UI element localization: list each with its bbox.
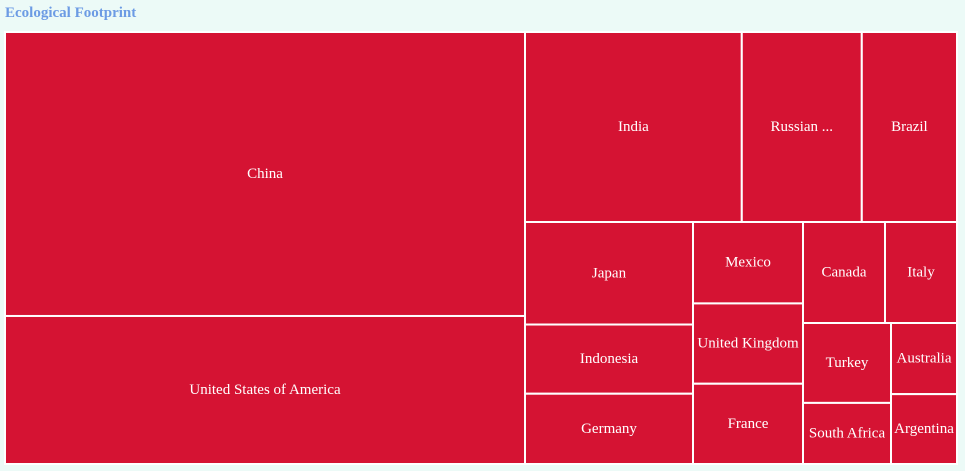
label-united-states-of-america: United States of America bbox=[189, 382, 341, 398]
tile-united-states-of-america[interactable]: United States of America bbox=[4, 314, 526, 465]
tile-argentina[interactable]: Argentina bbox=[890, 393, 958, 465]
label-south-africa: South Africa bbox=[809, 425, 886, 441]
tile-mexico[interactable]: Mexico bbox=[692, 221, 804, 305]
chart-title: Ecological Footprint bbox=[5, 5, 137, 21]
tile-canada[interactable]: Canada bbox=[802, 221, 886, 324]
treemap-labels: China United States of America India Russia… bbox=[189, 119, 954, 441]
label-argentina: Argentina bbox=[894, 421, 954, 437]
label-indonesia: Indonesia bbox=[580, 351, 639, 367]
label-turkey: Turkey bbox=[826, 355, 869, 371]
label-canada: Canada bbox=[822, 265, 867, 281]
tile-brazil[interactable]: Brazil bbox=[860, 31, 958, 223]
label-russian-federation: Russian ... bbox=[771, 119, 834, 135]
label-australia: Australia bbox=[897, 351, 952, 367]
label-china: China bbox=[247, 166, 283, 182]
tile-australia[interactable]: Australia bbox=[890, 322, 958, 396]
label-japan: Japan bbox=[592, 265, 627, 281]
label-italy: Italy bbox=[907, 265, 935, 281]
label-india: India bbox=[618, 119, 649, 135]
treemap-tiles: China United States of America India Russia… bbox=[4, 31, 959, 466]
label-germany: Germany bbox=[581, 421, 637, 437]
tile-japan[interactable]: Japan bbox=[524, 221, 694, 326]
label-mexico: Mexico bbox=[725, 255, 771, 271]
tile-germany[interactable]: Germany bbox=[524, 392, 694, 465]
tile-united-kingdom[interactable]: United Kingdom bbox=[692, 302, 804, 385]
label-united-kingdom: United Kingdom bbox=[697, 336, 799, 352]
tile-italy[interactable]: Italy bbox=[883, 221, 959, 324]
tile-turkey[interactable]: Turkey bbox=[802, 322, 892, 404]
tile-france[interactable]: France bbox=[692, 382, 804, 465]
label-brazil: Brazil bbox=[891, 119, 928, 135]
label-france: France bbox=[728, 416, 769, 432]
